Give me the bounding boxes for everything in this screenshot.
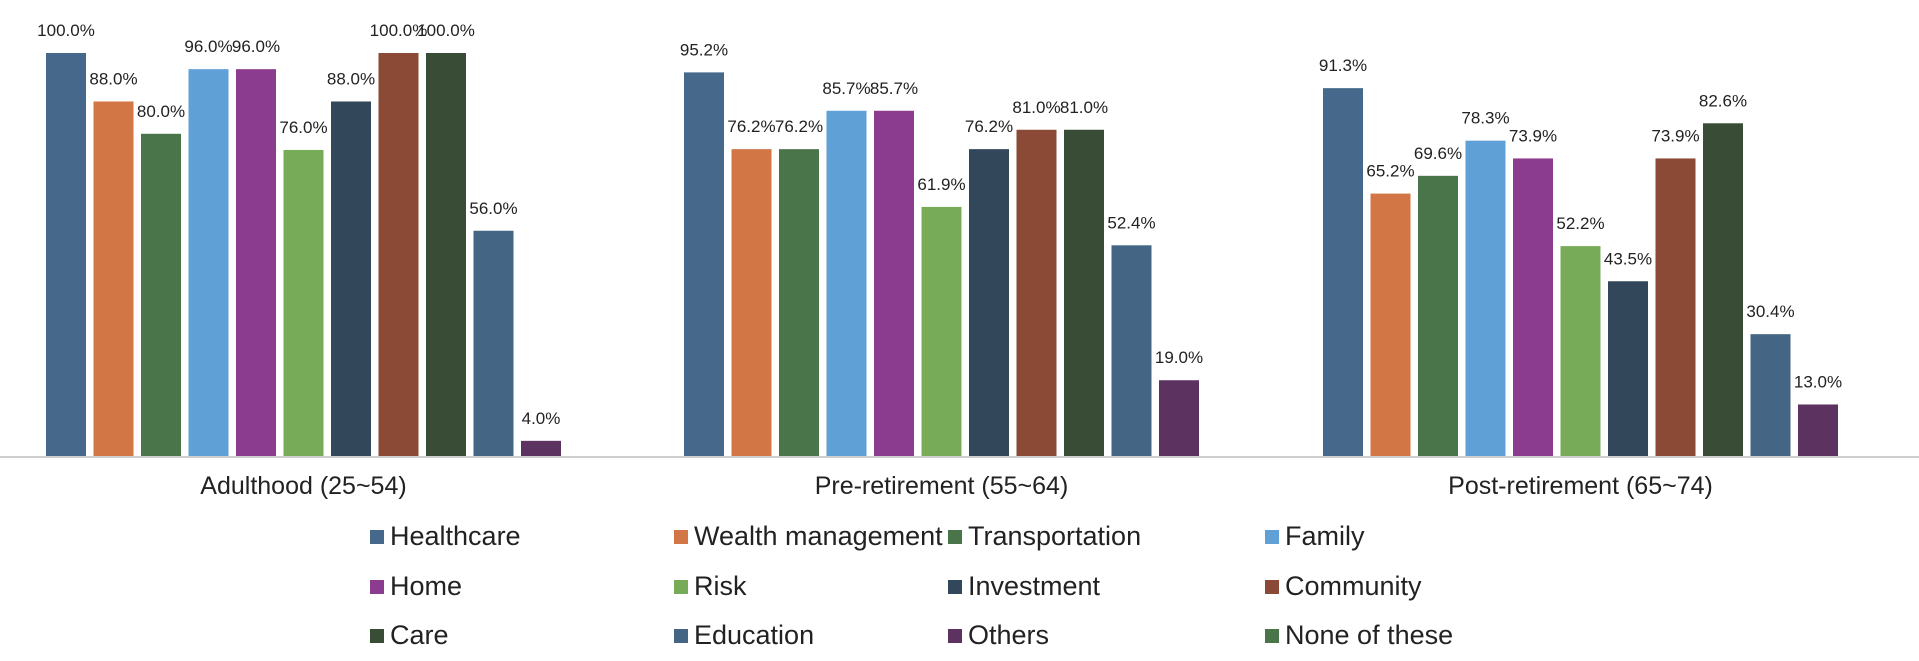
value-label-wealth-management-3: 65.2% [1366, 162, 1414, 181]
value-label-others-3: 13.0% [1794, 372, 1842, 391]
legend-swatch-none-of-these [1265, 629, 1279, 643]
bar-wealth-management-1 [93, 101, 134, 457]
bar-risk-2 [921, 206, 962, 457]
value-label-home-1: 96.0% [232, 37, 280, 56]
bar-investment-1 [331, 101, 371, 457]
bar-family-2 [826, 110, 867, 457]
value-label-investment-1: 88.0% [327, 69, 375, 88]
bar-others-2 [1159, 380, 1199, 457]
bar-transportation-1 [141, 133, 181, 458]
bar-transportation-3 [1418, 175, 1458, 458]
bar-family-1 [188, 69, 229, 457]
bar-healthcare-3 [1323, 88, 1363, 457]
value-label-wealth-management-2: 76.2% [727, 117, 775, 136]
bar-community-2 [1016, 129, 1057, 457]
bars-layer [46, 53, 1838, 458]
legend-label-transportation: Transportation [968, 521, 1141, 551]
bar-home-1 [236, 69, 276, 457]
legend-swatch-wealth-management [674, 530, 688, 544]
value-label-transportation-1: 80.0% [137, 102, 185, 121]
value-label-education-2: 52.4% [1107, 213, 1155, 232]
value-label-community-2: 81.0% [1012, 98, 1060, 117]
legend-swatch-community [1265, 580, 1279, 594]
value-label-transportation-2: 76.2% [775, 117, 823, 136]
value-label-others-1: 4.0% [522, 409, 561, 428]
bar-family-3 [1465, 140, 1506, 457]
category-label-3: Post-retirement (65~74) [1448, 472, 1713, 500]
value-label-family-2: 85.7% [822, 79, 870, 98]
legend-swatch-transportation [948, 530, 962, 544]
bar-risk-1 [283, 149, 324, 457]
legend-swatch-risk [674, 580, 688, 594]
value-label-wealth-management-1: 88.0% [89, 69, 137, 88]
value-label-care-2: 81.0% [1060, 98, 1108, 117]
bar-care-2 [1064, 129, 1104, 457]
value-label-transportation-3: 69.6% [1414, 144, 1462, 163]
legend-swatch-healthcare [370, 530, 384, 544]
value-labels-layer: 100.0% 95.2% 91.3% 88.0% 76.2% 65.2% 80.0% 76.2… [37, 21, 1842, 428]
bar-care-3 [1703, 123, 1743, 458]
value-label-healthcare-3: 91.3% [1319, 56, 1367, 75]
legend-swatch-family [1265, 530, 1279, 544]
legend-label-risk: Risk [694, 571, 747, 601]
bar-home-2 [874, 110, 914, 457]
value-label-risk-1: 76.0% [279, 118, 327, 137]
legend-label-none-of-these: None of these [1285, 620, 1453, 650]
legend-label-family: Family [1285, 521, 1365, 551]
bar-care-1 [426, 53, 466, 457]
value-label-family-1: 96.0% [184, 37, 232, 56]
bar-community-1 [378, 53, 419, 457]
legend-swatch-investment [948, 580, 962, 594]
bar-education-1 [473, 230, 514, 457]
value-label-risk-2: 61.9% [917, 175, 965, 194]
category-labels-layer: Adulthood (25~54) Pre-retirement (55~64) P… [200, 472, 1713, 500]
value-label-risk-3: 52.2% [1556, 214, 1604, 233]
value-label-family-3: 78.3% [1461, 109, 1509, 128]
legend-label-healthcare: Healthcare [390, 521, 521, 551]
bar-others-3 [1798, 404, 1838, 457]
value-label-investment-3: 43.5% [1604, 249, 1652, 268]
legend-label-wealth-management: Wealth management [694, 521, 943, 551]
legend-swatch-care [370, 629, 384, 643]
value-label-healthcare-1: 100.0% [37, 21, 95, 40]
bar-transportation-2 [779, 149, 819, 458]
bar-home-3 [1513, 158, 1553, 457]
bar-education-2 [1111, 245, 1152, 457]
legend-label-care: Care [390, 620, 449, 650]
bar-wealth-management-2 [731, 149, 772, 458]
bar-investment-3 [1608, 281, 1648, 457]
bar-healthcare-1 [46, 53, 86, 457]
legend-label-community: Community [1285, 571, 1422, 601]
bar-community-3 [1655, 158, 1696, 457]
value-label-care-1: 100.0% [417, 21, 475, 40]
legend-label-home: Home [390, 571, 462, 601]
legend-label-investment: Investment [968, 571, 1101, 601]
value-label-community-3: 73.9% [1651, 126, 1699, 145]
bar-investment-2 [969, 149, 1009, 458]
bar-others-1 [521, 440, 561, 457]
value-label-healthcare-2: 95.2% [680, 40, 728, 59]
legend-swatch-home [370, 580, 384, 594]
value-label-home-3: 73.9% [1509, 126, 1557, 145]
value-label-care-3: 82.6% [1699, 91, 1747, 110]
bar-healthcare-2 [684, 72, 724, 457]
legend-label-education: Education [694, 620, 814, 650]
bar-education-3 [1750, 334, 1791, 457]
value-label-education-1: 56.0% [469, 199, 517, 218]
value-label-investment-2: 76.2% [965, 117, 1013, 136]
value-label-community-1: 100.0% [370, 21, 428, 40]
bar-risk-3 [1560, 246, 1601, 457]
category-label-2: Pre-retirement (55~64) [815, 472, 1069, 500]
legend-swatch-education [674, 629, 688, 643]
bar-wealth-management-3 [1370, 193, 1411, 458]
legend-label-others: Others [968, 620, 1049, 650]
legend-swatch-others [948, 629, 962, 643]
value-label-education-3: 30.4% [1746, 302, 1794, 321]
category-label-1: Adulthood (25~54) [200, 472, 406, 500]
value-label-others-2: 19.0% [1155, 348, 1203, 367]
legend: Healthcare Wealth management Transportatio… [370, 521, 1453, 650]
value-label-home-2: 85.7% [870, 79, 918, 98]
